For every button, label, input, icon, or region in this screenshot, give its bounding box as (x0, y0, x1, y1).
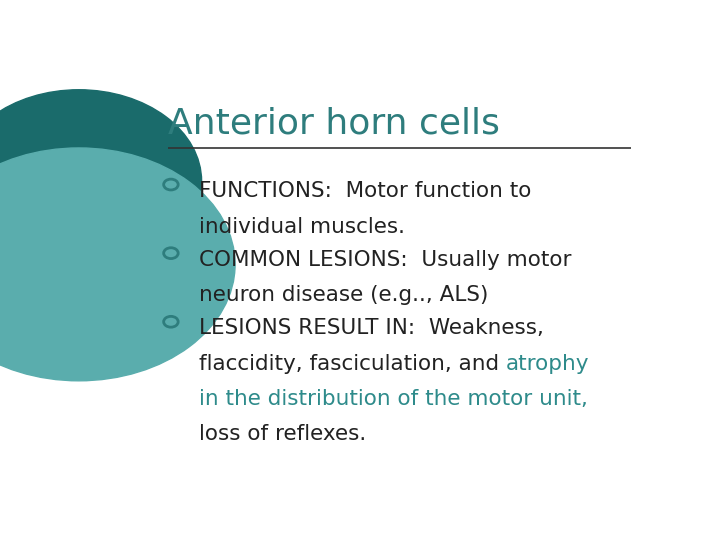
Text: atrophy: atrophy (506, 354, 589, 374)
Circle shape (0, 90, 202, 273)
Text: FUNCTIONS:  Motor function to: FUNCTIONS: Motor function to (199, 181, 531, 201)
Text: neuron disease (e.g.., ALS): neuron disease (e.g.., ALS) (199, 285, 488, 305)
Text: individual muscles.: individual muscles. (199, 217, 405, 237)
Text: Anterior horn cells: Anterior horn cells (168, 106, 500, 140)
Text: loss of reflexes.: loss of reflexes. (199, 424, 366, 444)
Text: in the distribution of the motor unit,: in the distribution of the motor unit, (199, 389, 588, 409)
Text: COMMON LESIONS:  Usually motor: COMMON LESIONS: Usually motor (199, 250, 571, 270)
Circle shape (0, 148, 235, 381)
Text: LESIONS RESULT IN:  Weakness,: LESIONS RESULT IN: Weakness, (199, 319, 544, 339)
Text: flaccidity, fasciculation, and: flaccidity, fasciculation, and (199, 354, 506, 374)
